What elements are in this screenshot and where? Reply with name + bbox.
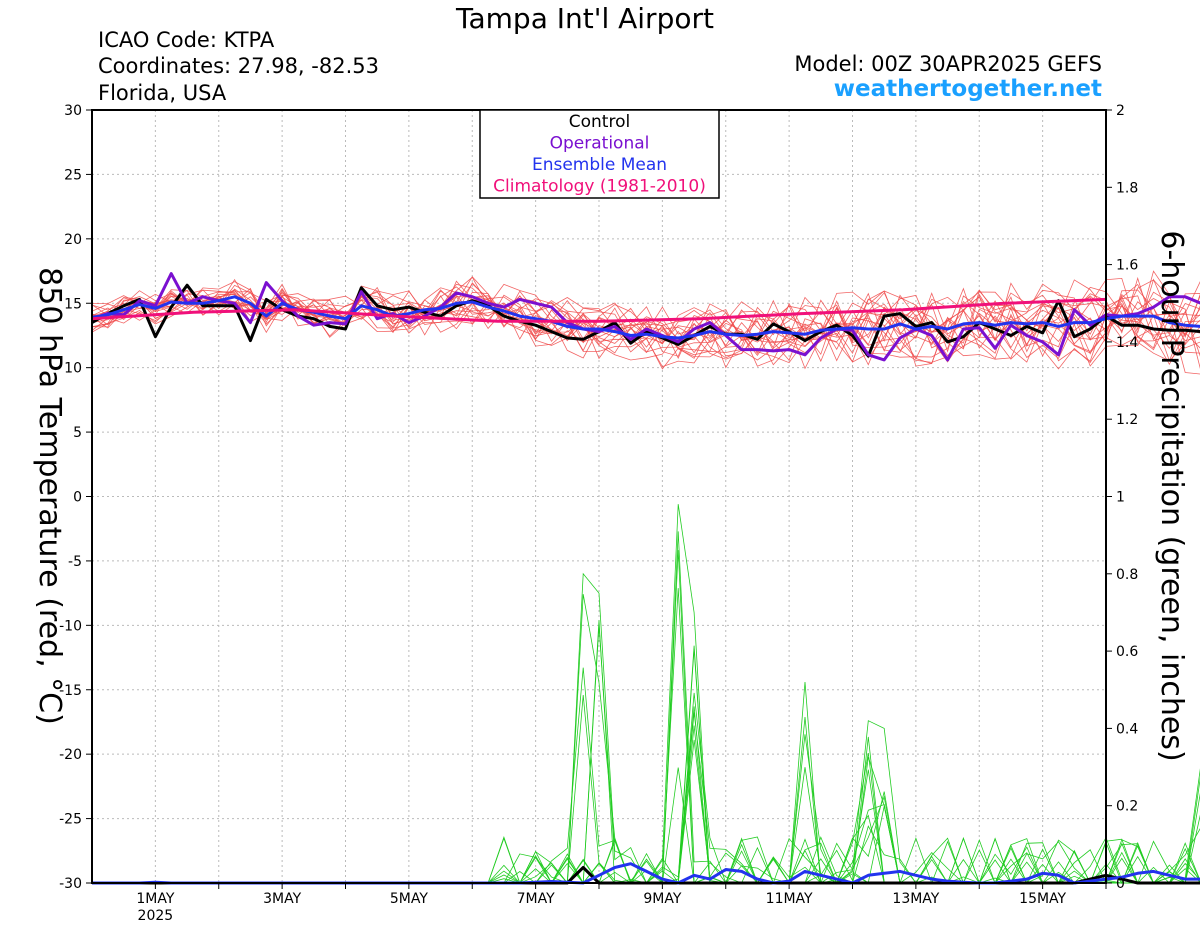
y-tick-label: -25 [59, 812, 82, 828]
x-tick-label: 7MAY [517, 891, 555, 907]
x-tick-year: 2025 [138, 908, 174, 924]
y-tick-label: -10 [59, 618, 82, 634]
y-tick-label: 0 [73, 490, 82, 506]
precip-member-line [92, 648, 1200, 884]
precip-member-line [92, 588, 1200, 884]
y2-tick-label: 0.2 [1116, 799, 1138, 815]
climatology-1981-2010-temperature-line [91, 297, 1107, 323]
y2-tick-label: 1.2 [1116, 412, 1138, 428]
coordinates: Coordinates: 27.98, -82.53 [98, 54, 379, 78]
x-tick-label: 3MAY [263, 891, 301, 907]
icao-code: ICAO Code: KTPA [98, 28, 275, 52]
x-tick-label: 11MAY [766, 891, 813, 907]
y2-tick-label: 0.6 [1116, 644, 1138, 660]
x-tick-label: 15MAY [1019, 891, 1066, 907]
precip-member-line [92, 620, 1200, 884]
ensemble-mean-temperature-line [91, 295, 1200, 340]
y-tick-label: -5 [68, 554, 82, 570]
y2-tick-label: 1.4 [1116, 335, 1138, 351]
legend-entry: Climatology (1981-2010) [493, 177, 706, 197]
x-tick-label: 13MAY [892, 891, 939, 907]
precip-member-line [92, 531, 1200, 884]
legend-entry: Operational [550, 134, 650, 154]
y2-tick-label: 0 [1116, 876, 1125, 892]
y-axis-label: 850 hPa Temperature (red, °C) [32, 267, 67, 725]
temperature-member-line [91, 285, 1200, 367]
y-tick-label: -15 [59, 683, 82, 699]
x-tick-label: 1MAY [136, 891, 174, 907]
site-link[interactable]: weathertogether.net [833, 76, 1102, 102]
legend-entry: Control [569, 112, 630, 132]
chart-title: Tampa Int'l Airport [456, 2, 714, 35]
y-tick-label: 10 [64, 361, 82, 377]
y-tick-label: -30 [59, 876, 82, 892]
right-axis-ticks: 2 1.8 1.6 1.4 1.2 1 0.8 0.6 0.4 0.2 0 [1106, 103, 1138, 892]
model-run: Model: 00Z 30APR2025 GEFS [794, 52, 1102, 76]
y2-tick-label: 0.4 [1116, 721, 1138, 737]
y2-axis-label: 6-hour Precipitation (green, inches) [1154, 230, 1189, 761]
left-axis-ticks: 30 25 20 15 10 5 0 -5 -10 -15 -20 -25 -30 [59, 103, 92, 892]
x-tick-label: 9MAY [643, 891, 681, 907]
region: Florida, USA [98, 81, 227, 105]
control-temperature-line [91, 283, 1200, 358]
temperature-member-line [91, 289, 1200, 370]
control-precipitation-line [92, 866, 1200, 885]
precip-member-line [92, 694, 1200, 884]
y-tick-label: 15 [64, 296, 82, 312]
temperature-member-line [91, 276, 1200, 361]
y2-tick-label: 1.6 [1116, 258, 1138, 274]
y-tick-label: 5 [73, 425, 82, 441]
y-tick-label: 20 [64, 232, 82, 248]
x-tick-label: 5MAY [390, 891, 428, 907]
y-tick-label: 30 [64, 103, 82, 119]
y2-tick-label: 1 [1116, 490, 1125, 506]
legend-entry: Ensemble Mean [532, 155, 667, 175]
y-tick-label: 25 [64, 167, 82, 183]
legend-box [479, 109, 720, 199]
y-tick-label: -20 [59, 747, 82, 763]
precip-member-line [92, 594, 1200, 885]
precip-member-line [92, 706, 1200, 885]
y2-tick-label: 0.8 [1116, 567, 1138, 583]
precip-member-line [92, 550, 1200, 885]
series-lines [91, 272, 1200, 885]
y2-tick-label: 1.8 [1116, 180, 1138, 196]
y2-tick-label: 2 [1116, 103, 1125, 119]
gridlines [92, 110, 1106, 883]
